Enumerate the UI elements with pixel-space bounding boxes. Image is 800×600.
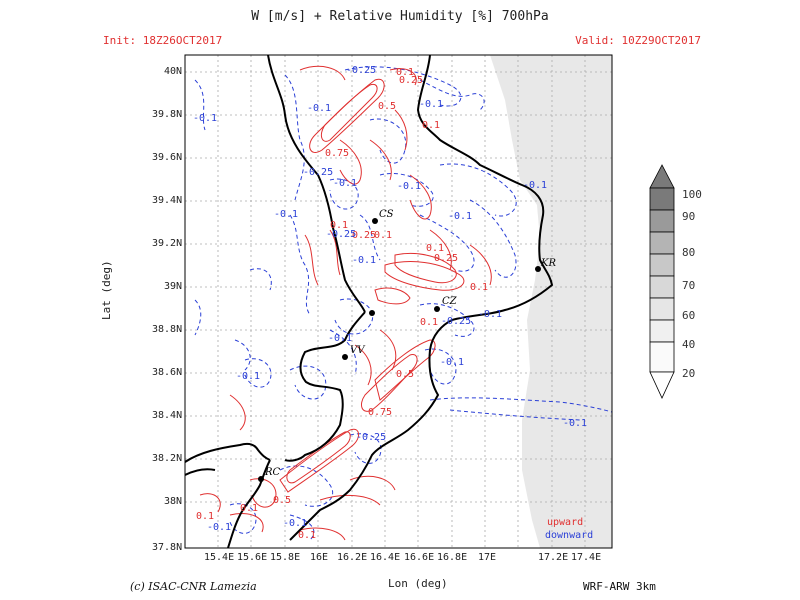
y-tick: 39.6N bbox=[152, 152, 183, 163]
city-label-kr: KR bbox=[541, 258, 556, 269]
contour-label-blue: -0.1 bbox=[307, 103, 332, 114]
colorbar-label: 80 bbox=[682, 246, 696, 259]
contour-label-red: 0.75 bbox=[368, 407, 393, 418]
y-tick: 39.2N bbox=[152, 238, 183, 249]
y-tick: 39N bbox=[164, 281, 183, 292]
contour-label-red: 0.5 bbox=[396, 369, 415, 380]
valid-time: Valid: 10Z29OCT2017 bbox=[575, 34, 701, 47]
humidity-shading bbox=[490, 55, 612, 548]
contour-label-red: 0.1 bbox=[396, 67, 415, 78]
legend-upward: upward bbox=[547, 517, 584, 528]
x-tick: 15.4E bbox=[204, 552, 235, 563]
contour-label-blue: -0.1 bbox=[333, 178, 358, 189]
contour-label-blue: -0.1 bbox=[207, 522, 232, 533]
contour-label-red: 0.1 bbox=[330, 220, 349, 231]
y-tick: 39.8N bbox=[152, 109, 183, 120]
city-marker-kr bbox=[535, 266, 541, 272]
copyright-text: (c) ISAC-CNR Lamezia bbox=[130, 580, 257, 593]
contour-label-blue: -0.1 bbox=[328, 333, 353, 344]
y-tick: 38N bbox=[164, 496, 183, 507]
contour-label-blue: -0.25 bbox=[356, 432, 387, 443]
contour-label-blue: -0.1 bbox=[352, 255, 377, 266]
contour-label-blue: -0.1 bbox=[448, 211, 473, 222]
city-marker-vv bbox=[342, 354, 348, 360]
colorbar-label: 20 bbox=[682, 367, 696, 380]
contour-label-blue: -0.1 bbox=[236, 371, 261, 382]
city-label-rc: RC bbox=[265, 467, 281, 478]
contour-label-red: 0.1 bbox=[298, 530, 317, 541]
colorbar bbox=[649, 164, 675, 399]
contour-label-blue: -0.1 bbox=[283, 518, 308, 529]
contour-label-blue: -0.25 bbox=[346, 65, 377, 76]
contour-label-blue: -0.25 bbox=[441, 316, 472, 327]
x-tick: 16E bbox=[310, 552, 329, 563]
x-tick: 16.6E bbox=[404, 552, 435, 563]
init-time: Init: 18Z26OCT2017 bbox=[103, 34, 223, 47]
plot-frame bbox=[184, 54, 613, 549]
contour-label-blue: -0.1 bbox=[397, 181, 422, 192]
x-tick: 17E bbox=[478, 552, 497, 563]
contour-label-red: 0.1 bbox=[420, 317, 439, 328]
y-tick: 38.6N bbox=[152, 367, 183, 378]
contour-label-red: 0.1 bbox=[374, 230, 393, 241]
contour-label-red: 0.75 bbox=[325, 148, 350, 159]
contour-label-blue: -0.1 bbox=[419, 99, 444, 110]
y-axis-label: Lat (deg) bbox=[100, 260, 113, 320]
contour-label-red: 0.25 bbox=[434, 253, 459, 264]
city-label-cs: CS bbox=[379, 209, 394, 220]
x-tick: 16.8E bbox=[437, 552, 468, 563]
colorbar-label: 60 bbox=[682, 309, 696, 322]
city-label-cz: CZ bbox=[442, 296, 457, 307]
y-tick: 40N bbox=[164, 66, 183, 77]
contour-label-blue: -0.1 bbox=[478, 309, 503, 320]
contour-label-red: 0.1 bbox=[422, 120, 441, 131]
contour-label-red: 0.1 bbox=[470, 282, 489, 293]
contour-label-red: 0.25 bbox=[352, 230, 377, 241]
contour-label-red: 0.1 bbox=[426, 243, 445, 254]
city-marker-rc bbox=[258, 476, 264, 482]
downward-contours bbox=[194, 66, 612, 541]
contour-label-red: 0.5 bbox=[273, 495, 292, 506]
colorbar-label: 40 bbox=[682, 338, 696, 351]
grid-lines bbox=[185, 55, 612, 548]
city-marker-lamezia bbox=[369, 310, 375, 316]
y-tick: 38.2N bbox=[152, 453, 183, 464]
x-tick: 17.4E bbox=[571, 552, 602, 563]
contour-label-red: 0.25 bbox=[399, 75, 424, 86]
contour-label-blue: -0.25 bbox=[326, 229, 357, 240]
y-tick: 37.8N bbox=[152, 542, 183, 553]
x-tick: 15.8E bbox=[270, 552, 301, 563]
contour-label-blue: -0.1 bbox=[523, 180, 548, 191]
x-tick: 16.4E bbox=[370, 552, 401, 563]
x-axis-label: Lon (deg) bbox=[388, 577, 448, 590]
model-label: WRF-ARW 3km bbox=[583, 580, 656, 593]
contour-label-red: 0.1 bbox=[240, 503, 259, 514]
coastline bbox=[185, 55, 554, 548]
contour-label-red: 0.5 bbox=[378, 101, 397, 112]
x-tick: 15.6E bbox=[237, 552, 268, 563]
city-marker-cs bbox=[372, 218, 378, 224]
colorbar-label: 70 bbox=[682, 279, 696, 292]
contour-label-blue: -0.1 bbox=[563, 418, 588, 429]
city-marker-cz bbox=[434, 306, 440, 312]
y-tick: 39.4N bbox=[152, 195, 183, 206]
colorbar-label: 90 bbox=[682, 210, 696, 223]
x-tick: 16.2E bbox=[337, 552, 368, 563]
city-label-vv: VV bbox=[350, 345, 365, 356]
map-title: W [m/s] + Relative Humidity [%] 700hPa bbox=[251, 9, 549, 24]
contour-label-blue: -0.25 bbox=[303, 167, 334, 178]
y-tick: 38.8N bbox=[152, 324, 183, 335]
city-markers bbox=[258, 218, 541, 482]
legend-downward: downward bbox=[545, 530, 594, 541]
contour-label-red: 0.1 bbox=[196, 511, 215, 522]
y-tick: 38.4N bbox=[152, 410, 183, 421]
colorbar-label: 100 bbox=[682, 188, 702, 201]
contour-label-blue: -0.1 bbox=[440, 357, 465, 368]
contour-label-blue: -0.1 bbox=[274, 209, 299, 220]
contour-label-blue: -0.1 bbox=[193, 113, 218, 124]
x-tick: 17.2E bbox=[538, 552, 569, 563]
